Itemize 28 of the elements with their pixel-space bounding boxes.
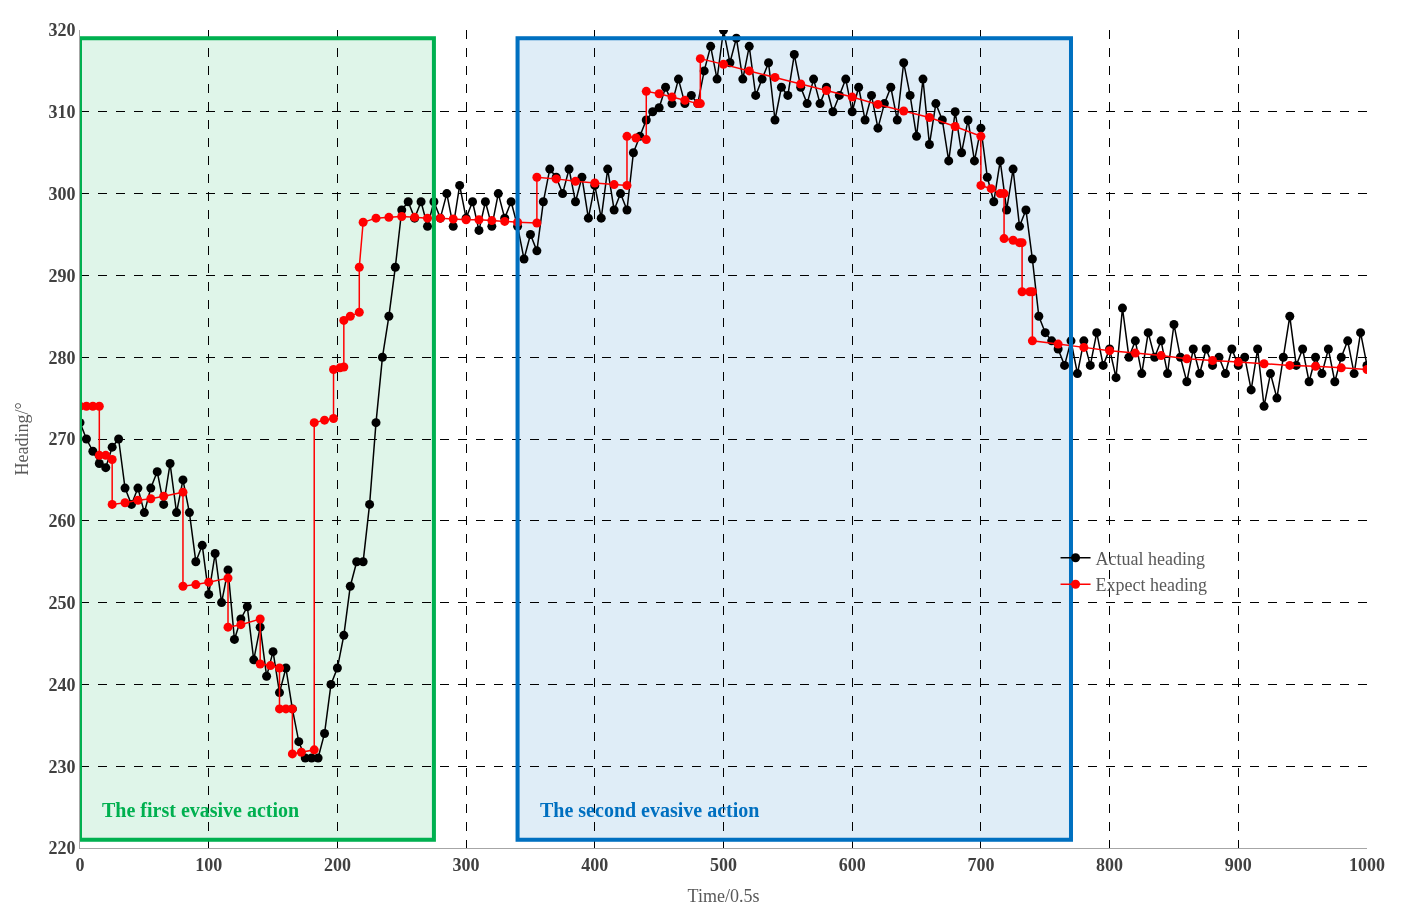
y-tick-label: 310 (48, 102, 76, 123)
x-tick-label: 500 (710, 854, 737, 875)
y-tick-label: 230 (48, 756, 76, 777)
x-tick-label: 300 (452, 854, 480, 875)
x-tick-label: 100 (195, 854, 223, 875)
y-axis-title: Heading/° (11, 402, 32, 476)
x-tick-label: 200 (323, 854, 351, 875)
x-tick-label: 400 (581, 854, 609, 875)
x-tick-label: 0 (75, 854, 85, 875)
band-label: The first evasive action (102, 799, 300, 821)
x-tick-label: 800 (1096, 854, 1124, 875)
y-tick-label: 240 (48, 674, 76, 695)
y-tick-label: 280 (48, 347, 76, 368)
band-label: The second evasive action (540, 799, 760, 821)
x-tick-label: 900 (1224, 854, 1252, 875)
y-tick-label: 300 (48, 183, 76, 204)
x-tick-label: 600 (838, 854, 866, 875)
x-tick-label: 700 (967, 854, 995, 875)
y-tick-label: 260 (48, 511, 76, 532)
y-tick-label: 250 (48, 592, 76, 613)
y-tick-label: 290 (48, 265, 76, 286)
x-tick-label: 1000 (1349, 854, 1385, 875)
x-axis-title: Time/0.5s (687, 885, 760, 906)
legend-label: Actual heading (1095, 548, 1206, 569)
y-tick-label: 320 (48, 20, 76, 41)
y-tick-label: 270 (48, 429, 76, 450)
legend-label: Expect heading (1095, 575, 1208, 596)
y-tick-label: 220 (48, 838, 76, 859)
